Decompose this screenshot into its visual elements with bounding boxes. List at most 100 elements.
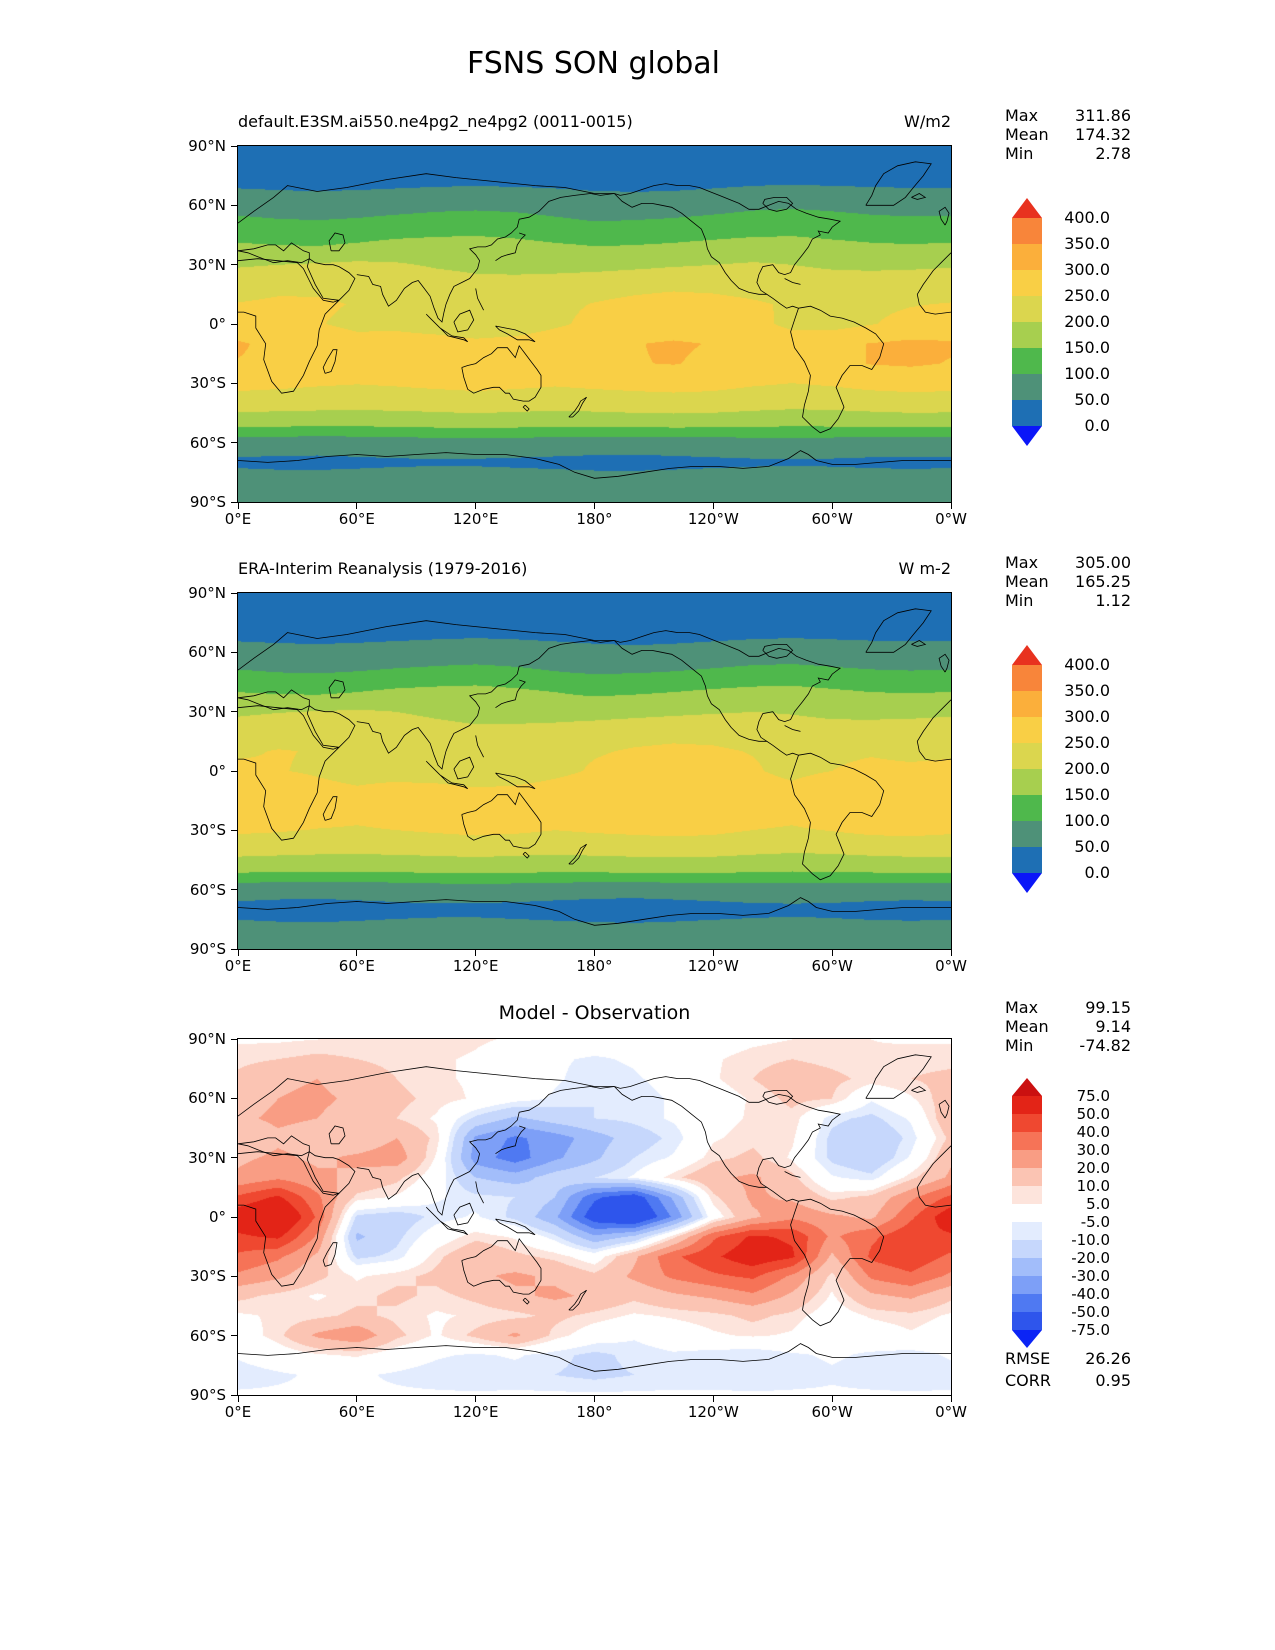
coastline-path	[495, 679, 526, 709]
coastline-path	[911, 1086, 927, 1093]
stat-value: 26.26	[1085, 1349, 1131, 1368]
x-axis-tick-label: 0°E	[224, 1403, 252, 1421]
colorbar-cell	[1012, 374, 1042, 400]
stat-row: RMSE 26.26	[1005, 1348, 1131, 1370]
y-axis-tick-label: 90°N	[188, 137, 226, 155]
x-axis-tick	[475, 502, 477, 509]
map-obs-field	[238, 593, 951, 949]
coastline-path	[322, 796, 338, 821]
x-axis-tick	[594, 502, 595, 509]
colorbar-tick-label: 75.0	[1076, 1087, 1110, 1105]
stat-value: 2.78	[1095, 144, 1131, 163]
stat-row: Mean 165.25	[1005, 572, 1131, 591]
stat-value: 165.25	[1075, 572, 1131, 591]
coastline-path	[938, 653, 950, 673]
x-axis-tick-label: 60°W	[811, 1403, 853, 1421]
coastline-path	[568, 843, 587, 865]
coastline-path	[238, 705, 340, 841]
y-axis-tick-label: 30°N	[188, 702, 226, 721]
coastline-path	[425, 760, 468, 790]
colorbar-cell	[1012, 218, 1042, 244]
map-obs: 90°N 60°N 30°N 0° 30°S 60°S 90°S 0°E 60°E 120°E 18…	[188, 584, 967, 975]
x-axis-tick-label: 120°E	[452, 1403, 499, 1421]
colorbar-cell	[1012, 1222, 1042, 1240]
stat-value: 1.12	[1095, 591, 1131, 610]
stat-label: Min	[1005, 1036, 1034, 1055]
colorbar-cell	[1012, 691, 1042, 717]
stat-value: 174.32	[1075, 125, 1131, 144]
coastline-path	[790, 305, 885, 434]
coastline-path	[238, 620, 615, 671]
colorbar-tick-label: -30.0	[1071, 1267, 1110, 1285]
x-axis-tick-label: 60°E	[338, 510, 375, 528]
y-axis-tick-label: 90°N	[188, 584, 226, 602]
y-axis-tick-label: 0°	[208, 1208, 226, 1226]
coastline-path	[461, 791, 542, 849]
stat-row: Mean 174.32	[1005, 125, 1131, 144]
coastline-path	[356, 193, 615, 323]
x-axis-tick	[950, 502, 952, 509]
coastline-path	[453, 1202, 475, 1226]
coastline-path	[784, 725, 801, 732]
colorbar-tick-label: 300.0	[1064, 260, 1110, 280]
stat-label: Max	[1005, 998, 1039, 1017]
colorbar-cell	[1012, 400, 1042, 426]
y-axis-tick-label: 60°N	[188, 643, 226, 662]
y-axis-tick	[231, 145, 238, 147]
map-model: 90°N 60°N 30°N 0° 30°S 60°S 90°S 0°E 60°E 120°E 18…	[188, 137, 967, 528]
stat-value: 311.86	[1075, 106, 1131, 125]
coastline-path	[306, 258, 356, 301]
coastline-path	[238, 173, 615, 224]
colorbar-tick-label: 400.0	[1064, 655, 1110, 675]
colorbar-cell	[1012, 769, 1042, 795]
x-axis-tick	[475, 1395, 477, 1402]
coastline-path	[614, 183, 842, 295]
colorbar-tick-label: 150.0	[1064, 785, 1110, 805]
colorbar-tick-label: 350.0	[1064, 681, 1110, 701]
y-axis-tick	[231, 948, 238, 950]
x-axis-tick	[356, 949, 358, 956]
coastline-path	[762, 644, 794, 659]
stat-label: Mean	[1005, 572, 1049, 591]
stat-row: Max 99.15	[1005, 998, 1131, 1017]
coastline-path	[784, 1171, 801, 1178]
y-axis-tick-label: 60°S	[189, 433, 226, 452]
coastline-path	[495, 772, 536, 790]
x-axis-tick	[594, 1395, 595, 1402]
stat-row: Min 2.78	[1005, 144, 1131, 163]
coastline-path	[790, 1198, 885, 1327]
stat-row: Max 311.86	[1005, 106, 1131, 125]
colorbar-tick-label: -75.0	[1071, 1321, 1110, 1339]
coastline-path	[328, 679, 346, 699]
figure-title: FSNS SON global	[467, 46, 720, 81]
stat-value: -74.82	[1079, 1036, 1131, 1055]
coastline-path	[568, 396, 587, 418]
coastline-path	[328, 1125, 346, 1145]
coastline-path	[495, 1218, 536, 1236]
y-axis-tick-label: 60°S	[189, 880, 226, 899]
x-axis-tick	[237, 502, 239, 509]
coastline-path	[328, 232, 346, 252]
coastline-path	[865, 608, 932, 653]
map-obs-coastlines	[238, 608, 951, 926]
colorbar-cell	[1012, 1276, 1042, 1294]
x-axis-tick-label: 0°W	[935, 957, 967, 975]
coastline-path	[425, 313, 468, 343]
stat-row: Min -74.82	[1005, 1036, 1131, 1055]
panel-title-model: default.E3SM.ai550.ne4pg2_ne4pg2 (0011-0…	[238, 112, 633, 131]
coastline-path	[238, 1066, 615, 1117]
y-axis-tick-label: 30°S	[189, 1267, 226, 1286]
stats-block-obs: Max 305.00 Mean 165.25 Min 1.12	[1005, 553, 1131, 610]
colorbar-cell	[1012, 1096, 1042, 1114]
stat-label: Max	[1005, 106, 1039, 125]
colorbar-cell	[1012, 1258, 1042, 1276]
colorbar-cell	[1012, 1240, 1042, 1258]
coastline-path	[475, 288, 484, 311]
stat-row: Mean 9.14	[1005, 1017, 1131, 1036]
colorbar-tick-label: 50.0	[1076, 1105, 1110, 1123]
y-axis-tick	[231, 1157, 238, 1159]
y-axis-tick	[231, 382, 238, 384]
colorbar-tick-label: 200.0	[1064, 312, 1110, 332]
coastline-path	[865, 161, 932, 206]
